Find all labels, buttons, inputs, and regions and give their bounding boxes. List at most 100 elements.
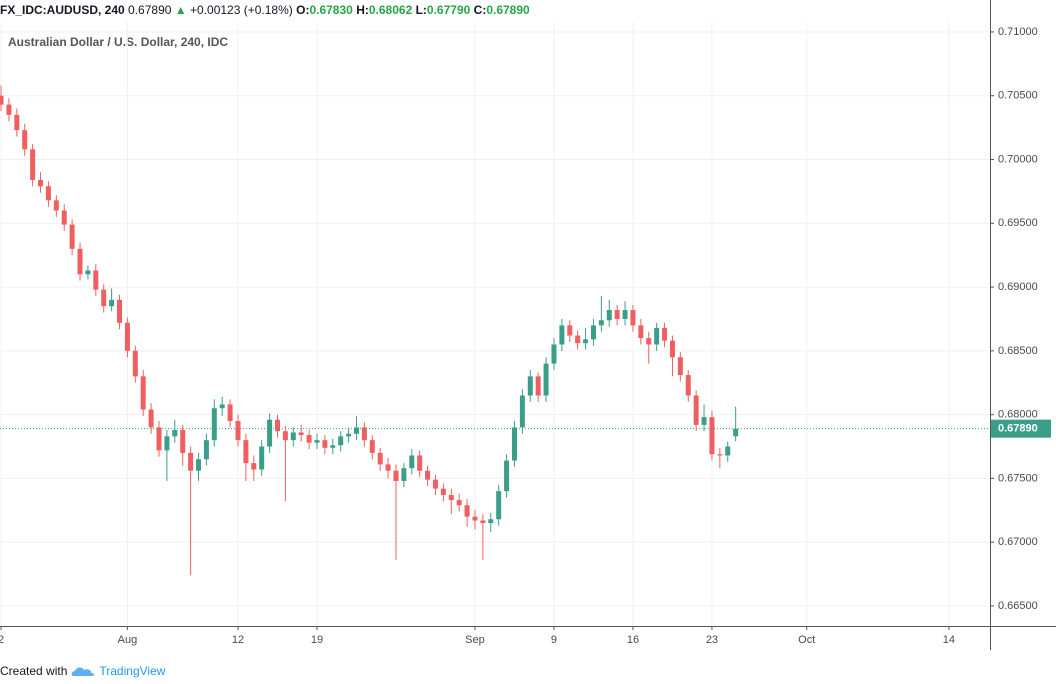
ohlc-c-label: C: — [473, 3, 487, 17]
candle-body — [417, 455, 423, 471]
candle-body — [409, 455, 415, 469]
candle-body — [598, 320, 604, 326]
candle-body — [693, 395, 699, 425]
candle-body — [432, 479, 438, 489]
candle-body — [140, 376, 146, 410]
candle-body — [322, 440, 328, 448]
x-tick-label: 19 — [311, 634, 323, 646]
candle-body — [733, 428, 739, 437]
ohlc-c: 0.67890 — [486, 3, 530, 17]
candle-body — [551, 344, 557, 364]
candle-body — [567, 325, 573, 336]
x-tick-label: 23 — [706, 634, 718, 646]
footer: Created with TradingView — [0, 664, 165, 678]
header: FX_IDC:AUDUSD, 240 0.67890 ▲ +0.00123 (+… — [0, 3, 530, 17]
ohlc-h-label: H: — [356, 3, 369, 17]
candle-body — [575, 335, 581, 344]
candle-body — [306, 435, 312, 443]
candle-body — [196, 459, 202, 471]
candle-body — [480, 520, 486, 524]
x-tick-label: 14 — [943, 634, 955, 646]
candle-body — [282, 431, 288, 441]
candle-body — [472, 516, 478, 521]
chart: Australian Dollar / U.S. Dollar, 240, ID… — [0, 0, 1056, 650]
candle-body — [117, 299, 123, 323]
candle-body — [543, 363, 549, 396]
x-tick-label: Sep — [465, 634, 485, 646]
brand: TradingView — [99, 664, 166, 678]
candle-body — [211, 408, 217, 441]
symbol: FX_IDC:AUDUSD, 240 — [0, 3, 125, 17]
y-tick-label: 0.70500 — [998, 90, 1038, 102]
logo-cloud — [72, 667, 95, 676]
x-tick-label: 9 — [551, 634, 557, 646]
candle-body — [77, 248, 83, 275]
candle-body — [511, 427, 517, 461]
candle-body — [622, 310, 628, 319]
candle-body — [298, 432, 304, 436]
y-tick-label: 0.69500 — [998, 217, 1038, 229]
candle-body — [14, 114, 20, 131]
candle-body — [662, 327, 668, 341]
last-price-label: 0.67890 — [998, 423, 1038, 435]
candle-body — [156, 427, 162, 451]
candle-body — [180, 429, 186, 453]
candle-body — [630, 310, 636, 326]
candle-body — [654, 327, 660, 345]
candle-body — [488, 519, 494, 524]
candle-body — [685, 375, 691, 396]
candle-body — [606, 310, 612, 321]
candle-body — [61, 210, 67, 225]
candle-body — [45, 186, 51, 201]
chart-title: Australian Dollar / U.S. Dollar, 240, ID… — [8, 35, 228, 49]
price: 0.67890 — [128, 3, 172, 17]
ohlc-h: 0.68062 — [368, 3, 413, 17]
candle-body — [701, 417, 707, 425]
y-tick-label: 0.66500 — [998, 600, 1038, 612]
x-tick-label: 16 — [627, 634, 639, 646]
candle-body — [53, 200, 59, 211]
y-tick-label: 0.70000 — [998, 153, 1038, 165]
candle-body — [725, 446, 731, 456]
candle-body — [164, 436, 170, 451]
ohlc-l: 0.67790 — [426, 3, 471, 17]
candle-body — [559, 325, 565, 345]
candle-body — [203, 440, 209, 460]
candle-body — [709, 417, 715, 455]
candle-body — [274, 419, 280, 432]
candle-body — [448, 494, 454, 501]
y-tick-label: 0.67500 — [998, 472, 1038, 484]
candle-body — [132, 350, 138, 377]
candle-body — [464, 505, 470, 517]
y-tick-label: 0.68500 — [998, 345, 1038, 357]
candle-body — [369, 440, 375, 453]
candle-body — [124, 322, 130, 351]
candle-body — [251, 463, 257, 470]
candle-body — [109, 299, 115, 307]
created-with: Created with — [0, 664, 68, 678]
x-tick-label: Oct — [798, 634, 815, 646]
candle-body — [101, 289, 107, 307]
candle-body — [338, 436, 344, 446]
candle-body — [677, 357, 683, 376]
candle-body — [425, 470, 431, 480]
candle-body — [456, 500, 462, 506]
candle-body — [6, 104, 12, 115]
candle-body — [496, 491, 502, 520]
candle-body — [69, 224, 75, 249]
candle-body — [259, 446, 265, 470]
last-price-box — [991, 419, 1051, 438]
candle-body — [227, 404, 233, 422]
candle-body — [440, 488, 446, 495]
candle-body — [361, 427, 367, 441]
candle-body — [669, 340, 675, 358]
candle-body — [519, 395, 525, 428]
candle-body — [717, 454, 723, 456]
candle-body — [30, 149, 36, 180]
logo — [72, 667, 95, 676]
candle-body — [401, 468, 407, 481]
candle-body — [243, 440, 249, 464]
candle-body — [353, 427, 359, 434]
candle-body — [393, 470, 399, 481]
candle-body — [267, 419, 273, 447]
